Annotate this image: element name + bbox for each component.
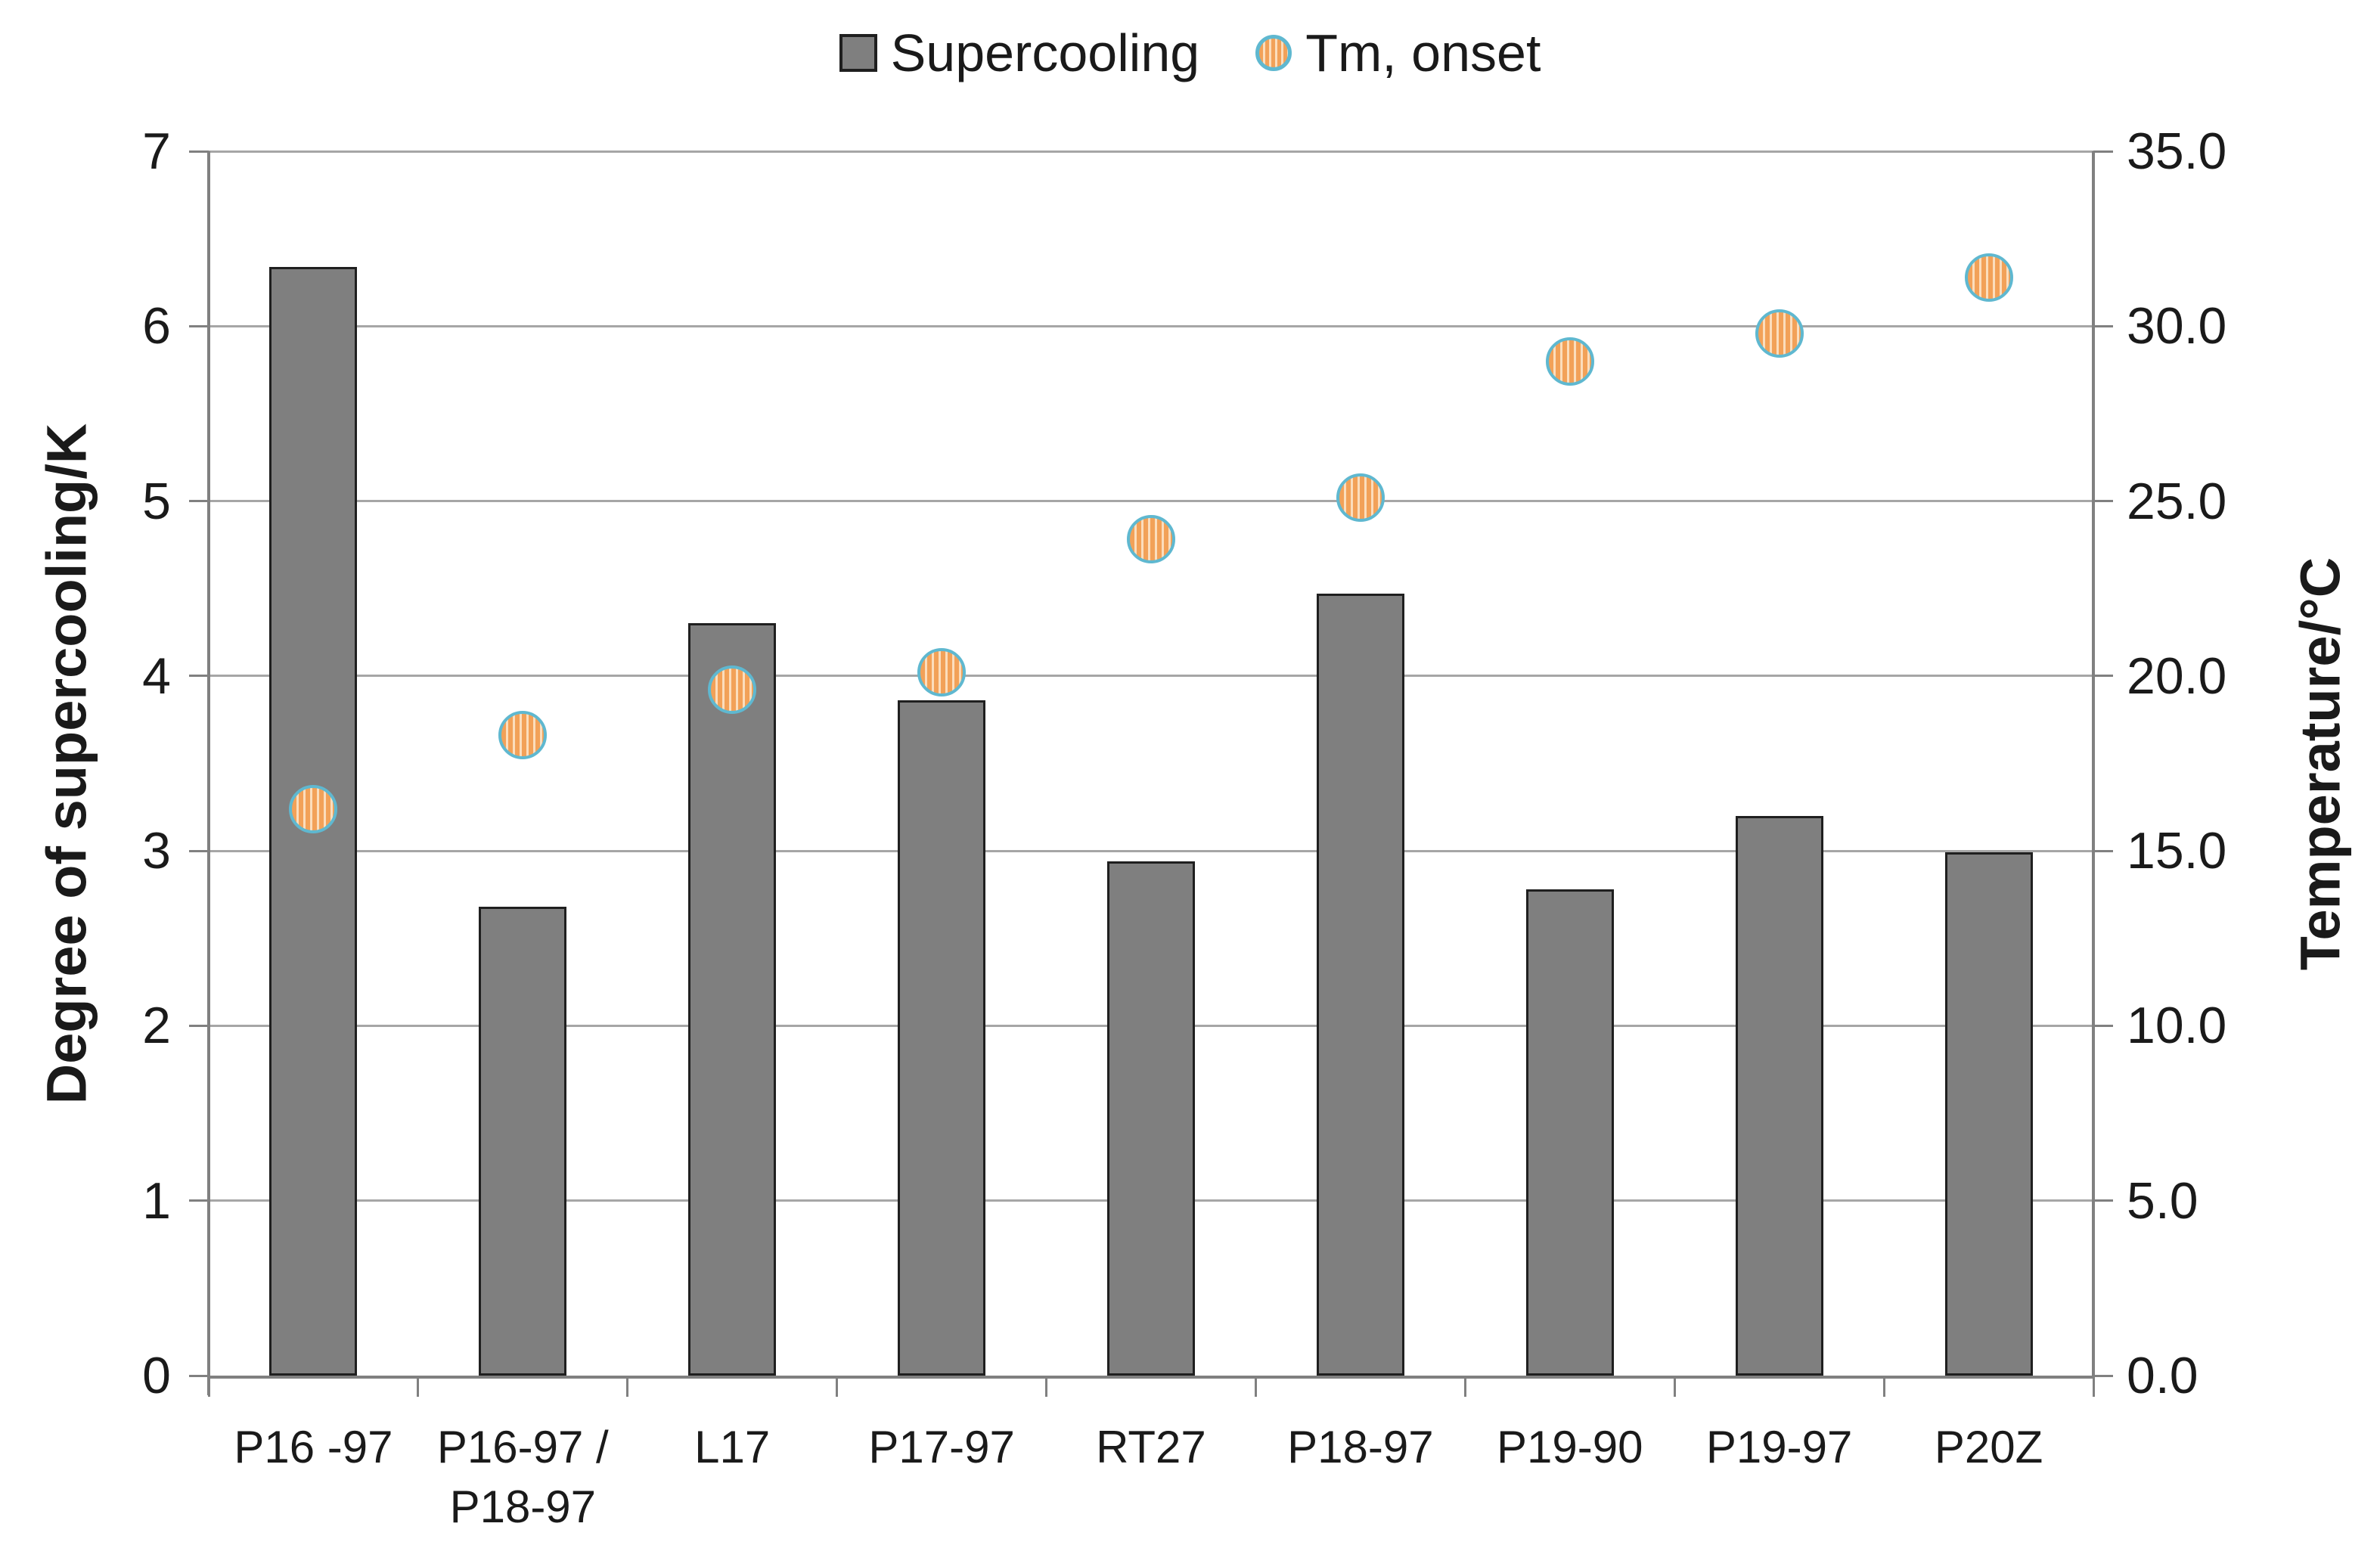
tm-onset-marker xyxy=(917,648,967,697)
right-axis-tick-label: 0.0 xyxy=(2127,1347,2198,1404)
category-label: P16 -97 xyxy=(234,1422,393,1472)
left-axis-tick-label: 0 xyxy=(142,1347,171,1404)
legend-label-supercooling: Supercooling xyxy=(890,23,1200,82)
left-axis-tick xyxy=(189,500,209,503)
tm-onset-marker xyxy=(1755,309,1804,358)
gridline xyxy=(209,150,2093,153)
category-label: P20Z xyxy=(1934,1422,2043,1472)
left-axis-tick xyxy=(189,1374,209,1377)
supercooling-bar xyxy=(688,623,777,1376)
x-axis-tick xyxy=(836,1379,839,1397)
left-axis-tick-label: 1 xyxy=(142,1171,171,1230)
left-axis-tick xyxy=(189,1199,209,1202)
right-axis-tick xyxy=(2093,849,2113,852)
x-axis-tick xyxy=(626,1379,629,1397)
x-axis-tick xyxy=(1673,1379,1676,1397)
left-axis-tick xyxy=(189,1024,209,1027)
left-axis-tick xyxy=(189,849,209,852)
right-axis-tick-label: 25.0 xyxy=(2127,472,2227,530)
category-label: P18-97 xyxy=(1287,1422,1434,1472)
category-label: P19-90 xyxy=(1497,1422,1643,1472)
category-label: P17-97 xyxy=(868,1422,1015,1472)
category-label: L17 xyxy=(694,1422,771,1472)
legend-item-tm-onset: Tm, onset xyxy=(1255,23,1541,83)
supercooling-bar xyxy=(479,907,567,1376)
right-axis-tick xyxy=(2093,324,2113,327)
gridline xyxy=(209,675,2093,678)
tm-onset-marker xyxy=(289,784,338,833)
x-axis-tick xyxy=(1254,1379,1257,1397)
right-axis-tick-label: 20.0 xyxy=(2127,647,2227,705)
left-axis-tick-label: 4 xyxy=(142,647,171,705)
x-axis-tick xyxy=(417,1379,420,1397)
right-axis-tick-label: 35.0 xyxy=(2127,123,2227,180)
legend-label-tm-onset: Tm, onset xyxy=(1305,23,1541,82)
tm-onset-marker xyxy=(1964,253,2013,302)
tm-onset-marker xyxy=(1127,515,1175,564)
supercooling-bar xyxy=(1944,852,2033,1376)
left-axis-tick xyxy=(189,675,209,678)
gridline xyxy=(209,324,2093,327)
supercooling-bar xyxy=(1107,861,1195,1376)
left-axis-tick-label: 7 xyxy=(142,123,171,180)
tm-onset-marker xyxy=(708,665,757,715)
x-axis-tick xyxy=(2092,1379,2095,1397)
tm-onset-swatch-icon xyxy=(1255,35,1292,71)
left-axis-tick-label: 3 xyxy=(142,822,171,880)
legend-item-supercooling: Supercooling xyxy=(839,23,1200,83)
right-axis-title: Temperature/°C xyxy=(2288,557,2352,971)
right-axis-tick-label: 30.0 xyxy=(2127,297,2227,355)
left-axis-tick-label: 2 xyxy=(142,997,171,1055)
tm-onset-marker xyxy=(1336,473,1385,522)
right-axis-tick xyxy=(2093,675,2113,678)
right-axis-tick xyxy=(2093,1024,2113,1027)
supercooling-bar xyxy=(1735,815,1823,1376)
right-axis-line xyxy=(2092,151,2095,1376)
x-axis-tick xyxy=(1463,1379,1466,1397)
supercooling-swatch-icon xyxy=(839,34,877,72)
left-axis-tick xyxy=(189,150,209,153)
left-axis-tick-label: 6 xyxy=(142,297,171,355)
right-axis-tick xyxy=(2093,150,2113,153)
tm-onset-marker xyxy=(498,711,548,760)
gridline xyxy=(209,849,2093,852)
legend: Supercooling Tm, onset xyxy=(0,14,2380,92)
category-label: P16-97 / P18-97 xyxy=(436,1422,609,1533)
left-axis-tick xyxy=(189,324,209,327)
tm-onset-marker xyxy=(1545,337,1594,386)
category-label: RT27 xyxy=(1096,1422,1206,1472)
right-axis-tick-label: 5.0 xyxy=(2127,1171,2198,1230)
x-axis-tick xyxy=(207,1379,210,1397)
supercooling-bar xyxy=(898,700,986,1376)
left-axis-tick-label: 5 xyxy=(142,472,171,530)
right-axis-tick xyxy=(2093,500,2113,503)
category-label: P19-97 xyxy=(1705,1422,1853,1472)
supercooling-bar xyxy=(1525,889,1614,1376)
right-axis-tick xyxy=(2093,1374,2113,1377)
gridline xyxy=(209,500,2093,503)
x-axis-line xyxy=(207,1376,2095,1379)
supercooling-bar xyxy=(1316,594,1404,1376)
right-axis-tick xyxy=(2093,1199,2113,1202)
left-axis-line xyxy=(207,151,210,1395)
right-axis-tick-label: 15.0 xyxy=(2127,822,2227,880)
right-axis-tick-label: 10.0 xyxy=(2127,997,2227,1055)
x-axis-tick xyxy=(1045,1379,1048,1397)
x-axis-tick xyxy=(1882,1379,1885,1397)
